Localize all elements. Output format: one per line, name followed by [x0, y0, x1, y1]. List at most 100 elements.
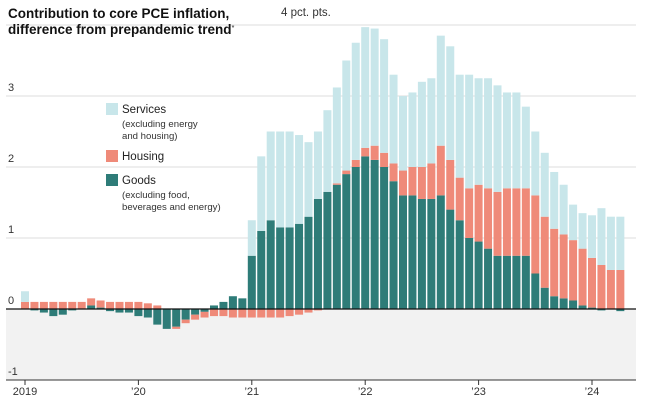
bar-goods	[578, 305, 587, 309]
bar-goods	[465, 238, 474, 309]
legend-goods-note: (excluding food, beverages and energy)	[122, 190, 221, 214]
bar-housing	[531, 195, 540, 274]
bar-housing	[87, 298, 96, 306]
bar-services	[285, 131, 294, 228]
bar-housing	[380, 152, 389, 167]
bar-services	[616, 216, 625, 270]
bar-goods	[49, 309, 58, 317]
bar-goods	[304, 216, 313, 309]
bar-goods	[210, 305, 218, 309]
bar-housing	[502, 188, 511, 256]
bar-services	[559, 184, 568, 235]
bar-services	[380, 39, 389, 153]
y-tick-label: 2	[8, 153, 14, 165]
bar-goods	[332, 184, 341, 309]
legend-goods-label: Goods	[122, 175, 156, 187]
bar-housing	[484, 188, 493, 249]
bar-housing	[153, 305, 162, 309]
bar-goods	[39, 309, 48, 313]
bar-goods	[172, 309, 181, 327]
bar-goods	[361, 156, 370, 309]
bar-goods	[200, 309, 209, 312]
bar-housing	[172, 326, 181, 329]
bar-housing	[436, 145, 445, 196]
bar-housing	[521, 188, 530, 256]
bar-goods	[162, 309, 171, 329]
bar-goods	[115, 309, 124, 313]
bar-housing	[427, 163, 436, 199]
legend-housing-swatch	[106, 150, 118, 162]
bar-services	[521, 106, 530, 189]
bar-goods	[521, 255, 530, 309]
legend-services: Services (excluding energy and housing)	[106, 103, 198, 143]
title-line-2-text: difference from prepandemic trend	[8, 22, 232, 37]
bar-services	[276, 131, 285, 228]
bar-goods	[238, 298, 247, 309]
legend-goods: Goods (excluding food, beverages and ene…	[106, 174, 221, 214]
bar-goods	[493, 255, 502, 309]
bar-housing	[49, 301, 58, 309]
bar-services	[408, 92, 417, 167]
bar-housing	[597, 264, 606, 309]
bar-services	[351, 42, 360, 160]
bar-goods	[389, 181, 398, 309]
bar-goods	[474, 241, 483, 309]
bar-housing	[304, 309, 313, 313]
bar-goods	[323, 191, 332, 309]
bar-services	[247, 220, 256, 256]
bar-housing	[616, 269, 625, 309]
x-tick-label: ’21	[244, 386, 259, 398]
bar-housing	[389, 163, 398, 182]
bar-goods	[427, 198, 436, 309]
bar-goods	[124, 309, 133, 313]
bar-goods	[285, 227, 294, 309]
bar-goods	[588, 307, 596, 309]
bar-housing	[68, 301, 77, 309]
bars	[21, 27, 625, 329]
bar-services	[540, 152, 549, 217]
bar-services	[399, 96, 407, 171]
bar-goods	[417, 198, 426, 309]
x-tick-label: ’23	[471, 386, 486, 398]
bar-services	[342, 60, 351, 171]
bar-services	[21, 291, 29, 302]
bar-housing	[446, 159, 455, 210]
bar-housing	[578, 248, 587, 306]
bar-goods	[455, 220, 464, 309]
bar-housing	[285, 309, 294, 317]
bar-goods	[569, 300, 578, 309]
bar-goods	[266, 220, 275, 309]
bar-goods	[313, 198, 322, 309]
bar-goods	[502, 255, 511, 309]
legend-goods-swatch	[106, 174, 118, 186]
bar-housing	[228, 309, 237, 318]
bar-services	[313, 131, 322, 199]
bar-services	[436, 35, 445, 146]
x-tick-label: ’20	[131, 386, 146, 398]
bar-housing	[569, 240, 578, 301]
bar-services	[361, 27, 370, 148]
bar-housing	[134, 301, 143, 309]
bar-goods	[342, 174, 351, 309]
bar-services	[502, 92, 511, 189]
bar-goods	[408, 195, 417, 309]
bar-housing	[247, 309, 256, 318]
bar-services	[446, 46, 455, 160]
bar-housing	[313, 309, 322, 311]
bar-services	[417, 81, 426, 167]
bar-housing	[96, 300, 105, 308]
bar-goods	[143, 309, 152, 318]
legend-goods-note-line-1: (excluding food,	[122, 190, 190, 201]
bar-goods	[106, 309, 115, 312]
bar-services	[427, 78, 436, 164]
bar-services	[295, 135, 304, 224]
bar-housing	[474, 184, 483, 242]
bar-services	[512, 92, 521, 189]
bar-services	[455, 74, 464, 178]
bar-services	[597, 208, 606, 265]
bar-goods	[559, 298, 568, 309]
bar-goods	[87, 305, 96, 309]
bar-housing	[124, 301, 133, 309]
x-tick-label: ’24	[585, 386, 600, 398]
